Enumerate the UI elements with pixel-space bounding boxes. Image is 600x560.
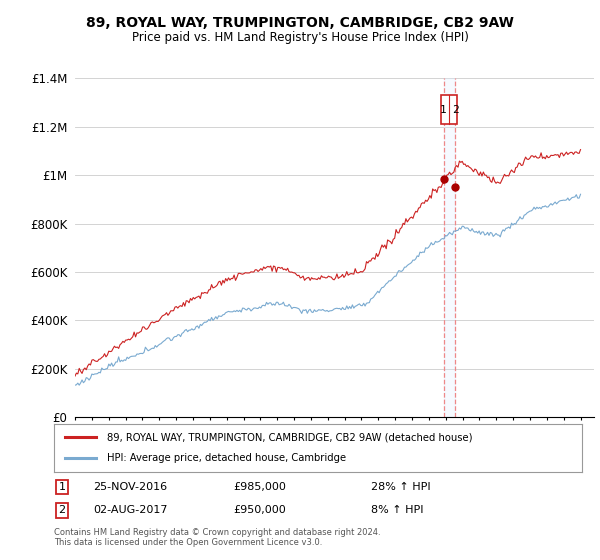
Bar (443, 78, 455, 417)
Text: 2: 2 (58, 505, 65, 515)
Text: Price paid vs. HM Land Registry's House Price Index (HPI): Price paid vs. HM Land Registry's House … (131, 31, 469, 44)
Text: 89, ROYAL WAY, TRUMPINGTON, CAMBRIDGE, CB2 9AW: 89, ROYAL WAY, TRUMPINGTON, CAMBRIDGE, C… (86, 16, 514, 30)
Text: 1: 1 (58, 482, 65, 492)
Text: 1: 1 (439, 105, 446, 115)
FancyBboxPatch shape (441, 95, 457, 124)
Text: Contains HM Land Registry data © Crown copyright and database right 2024.
This d: Contains HM Land Registry data © Crown c… (54, 528, 380, 547)
Text: £950,000: £950,000 (233, 505, 286, 515)
Text: 8% ↑ HPI: 8% ↑ HPI (371, 505, 424, 515)
Text: 2: 2 (452, 105, 459, 115)
Text: 25-NOV-2016: 25-NOV-2016 (94, 482, 168, 492)
Text: 89, ROYAL WAY, TRUMPINGTON, CAMBRIDGE, CB2 9AW (detached house): 89, ROYAL WAY, TRUMPINGTON, CAMBRIDGE, C… (107, 432, 472, 442)
Text: £985,000: £985,000 (233, 482, 286, 492)
Text: 02-AUG-2017: 02-AUG-2017 (94, 505, 168, 515)
Text: 28% ↑ HPI: 28% ↑ HPI (371, 482, 430, 492)
Text: HPI: Average price, detached house, Cambridge: HPI: Average price, detached house, Camb… (107, 453, 346, 463)
